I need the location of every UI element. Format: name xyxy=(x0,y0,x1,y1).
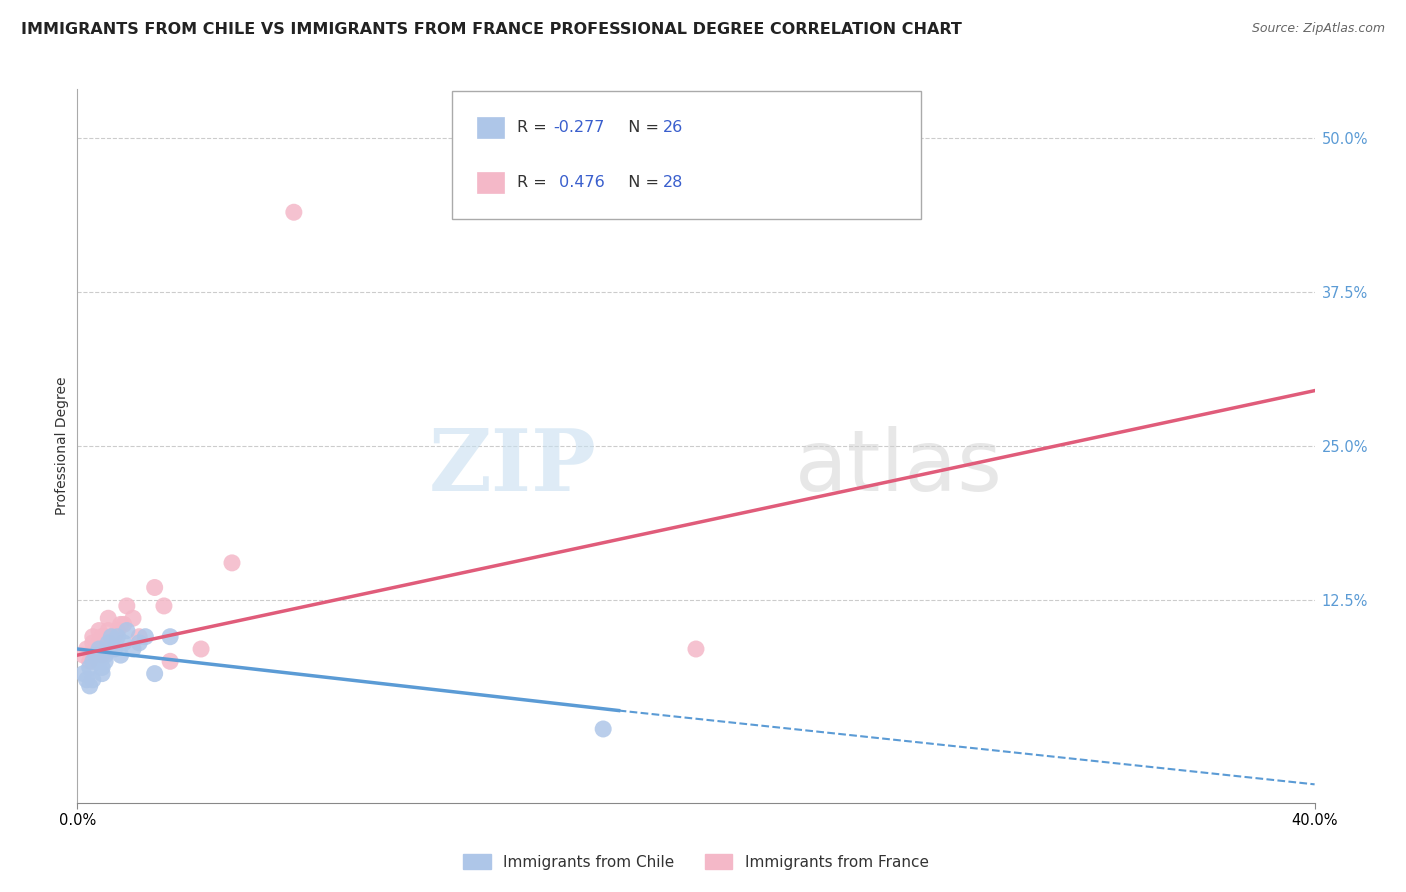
Text: N =: N = xyxy=(619,120,664,136)
Point xyxy=(112,617,135,632)
Point xyxy=(190,642,212,657)
Text: ZIP: ZIP xyxy=(429,425,598,509)
Point xyxy=(97,611,120,625)
Text: -0.277: -0.277 xyxy=(554,120,605,136)
Text: R =: R = xyxy=(516,175,551,190)
Point xyxy=(592,722,614,736)
Point xyxy=(97,636,120,650)
Point xyxy=(72,648,94,662)
Point xyxy=(82,654,104,668)
Point xyxy=(94,654,117,668)
Point xyxy=(82,630,104,644)
Text: 28: 28 xyxy=(662,175,683,190)
Point xyxy=(107,624,129,638)
Legend: Immigrants from Chile, Immigrants from France: Immigrants from Chile, Immigrants from F… xyxy=(456,846,936,877)
Point xyxy=(82,636,104,650)
Point xyxy=(94,648,117,662)
Point xyxy=(103,642,125,657)
Point xyxy=(115,624,138,638)
Point xyxy=(107,630,129,644)
Point xyxy=(84,648,107,662)
Text: atlas: atlas xyxy=(794,425,1002,509)
Point xyxy=(283,205,305,219)
Point xyxy=(122,642,145,657)
Point xyxy=(110,648,132,662)
Point xyxy=(159,630,181,644)
Point xyxy=(91,630,114,644)
Text: R =: R = xyxy=(516,120,551,136)
Point xyxy=(94,630,117,644)
Point xyxy=(82,673,104,687)
Point xyxy=(100,630,122,644)
Point xyxy=(153,599,176,613)
Point xyxy=(87,624,110,638)
Text: IMMIGRANTS FROM CHILE VS IMMIGRANTS FROM FRANCE PROFESSIONAL DEGREE CORRELATION : IMMIGRANTS FROM CHILE VS IMMIGRANTS FROM… xyxy=(21,22,962,37)
Point xyxy=(79,654,101,668)
Point xyxy=(97,624,120,638)
Text: 26: 26 xyxy=(662,120,683,136)
Point xyxy=(122,611,145,625)
Point xyxy=(91,666,114,681)
Y-axis label: Professional Degree: Professional Degree xyxy=(55,376,69,516)
Point xyxy=(128,636,150,650)
Point xyxy=(87,636,110,650)
Point xyxy=(112,636,135,650)
Point xyxy=(143,581,166,595)
Point xyxy=(87,654,110,668)
Text: 0.476: 0.476 xyxy=(554,175,605,190)
Point xyxy=(79,660,101,674)
Point xyxy=(221,556,243,570)
Point xyxy=(76,673,98,687)
Point xyxy=(110,617,132,632)
Point xyxy=(128,630,150,644)
Point xyxy=(685,642,707,657)
Point xyxy=(72,666,94,681)
Point xyxy=(91,660,114,674)
Point xyxy=(103,630,125,644)
Text: Source: ZipAtlas.com: Source: ZipAtlas.com xyxy=(1251,22,1385,36)
Point xyxy=(91,648,114,662)
Point xyxy=(143,666,166,681)
Point xyxy=(115,599,138,613)
Point xyxy=(79,679,101,693)
Point xyxy=(159,654,181,668)
Point xyxy=(84,642,107,657)
Point xyxy=(134,630,156,644)
Point xyxy=(100,642,122,657)
Point xyxy=(87,642,110,657)
Text: N =: N = xyxy=(619,175,664,190)
Point xyxy=(76,642,98,657)
